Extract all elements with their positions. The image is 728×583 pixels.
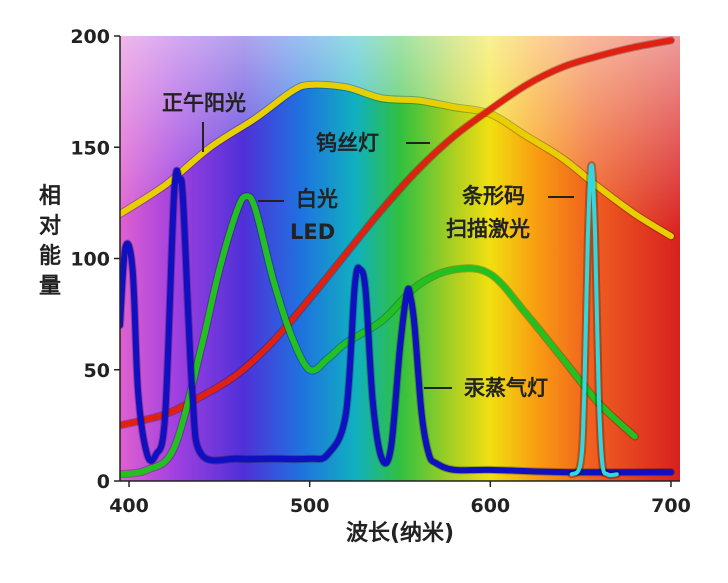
annotation-tungsten: 钨丝灯 [316,131,379,155]
y-axis-label-char-3: 能 [39,243,61,269]
x-axis-label: 波长(纳米) [346,520,454,546]
y-axis-label-char-4: 量 [39,274,61,299]
series-3-line [120,167,674,476]
y-tick-label-0: 0 [97,471,110,493]
y-tick-label-50: 50 [84,360,110,382]
x-tick-label-400: 400 [109,495,149,517]
annotation-sunlight: 正午阳光 [162,91,246,115]
series-0-line [120,81,674,240]
y-tick-label-100: 100 [70,249,110,271]
tick-layer: 400 500 600 700 0 50 100 150 200 [70,26,690,517]
series-1-line [120,37,674,429]
annotation-led-line1: 白光 [296,187,338,211]
annotation-barcode-line2: 扫描激光 [446,217,530,241]
x-tick-label-600: 600 [470,495,510,517]
series-2-line [120,193,638,478]
series-layer [120,36,675,480]
y-tick-label-200: 200 [70,26,110,48]
y-axis-label-char-1: 相 [39,184,61,209]
annotation-barcode-line1: 条形码 [462,184,525,208]
annotation-mercury: 汞蒸气灯 [463,376,548,400]
annotation-led-line2: LED [290,220,335,244]
x-tick-label-500: 500 [290,495,330,517]
spectrum-background-fade [120,36,680,237]
series-4-line [569,163,619,478]
y-tick-label-150: 150 [70,137,110,159]
x-tick-label-700: 700 [651,495,691,517]
y-axis-label-char-2: 对 [39,214,61,239]
